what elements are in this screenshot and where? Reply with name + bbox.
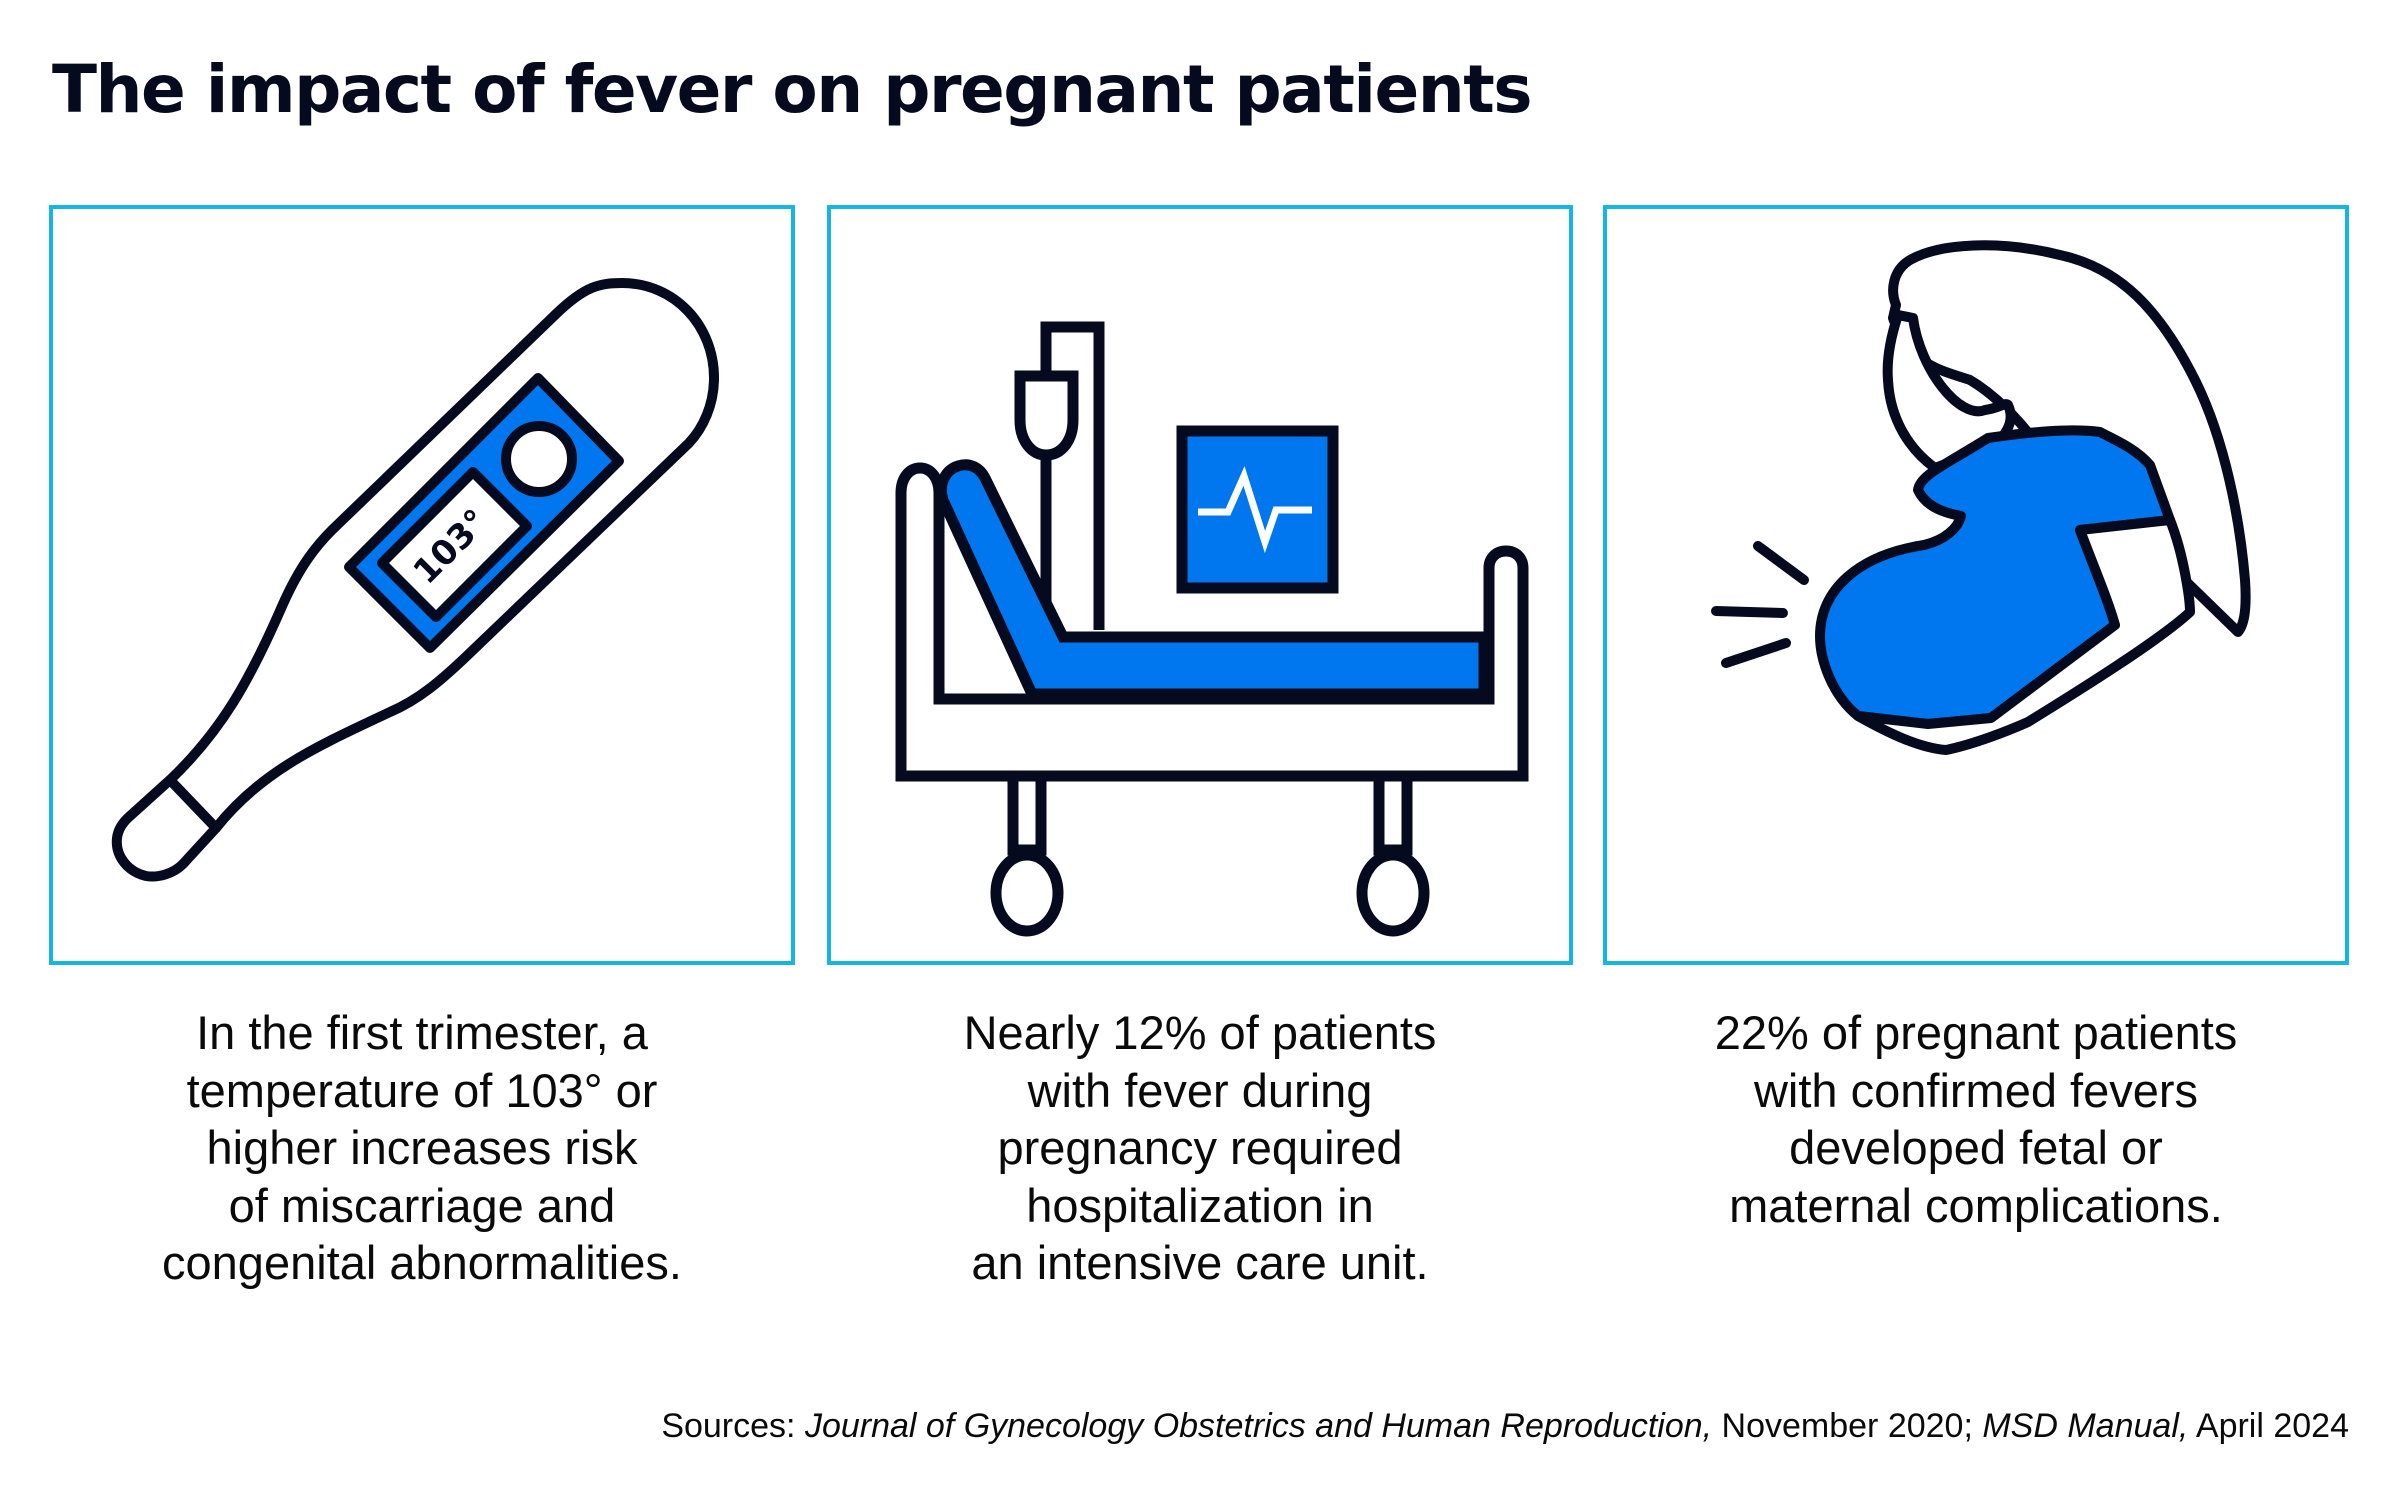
- panel-pregnant-woman: [1603, 205, 2349, 965]
- caption-line: In the first trimester, a: [196, 1006, 648, 1059]
- sources-footnote: Sources: Journal of Gynecology Obstetric…: [661, 1404, 2349, 1448]
- caption-line: temperature of 103° or: [186, 1063, 658, 1117]
- caption-complications: 22% of pregnant patients with confirmed …: [1603, 1004, 2349, 1234]
- source2-date: April 2024: [2188, 1407, 2349, 1445]
- caption-line: higher increases risk: [206, 1121, 638, 1174]
- caption-line: Nearly 12% of patients: [963, 1006, 1437, 1059]
- caption-line: 22% of pregnant patients: [1714, 1006, 2238, 1059]
- caption-first-trimester: In the first trimester, a temperature of…: [49, 1004, 795, 1292]
- caption-line: maternal complications.: [1729, 1178, 2223, 1232]
- source1-date: November 2020;: [1712, 1407, 1983, 1445]
- source1-title: Journal of Gynecology Obstetrics and Hum…: [804, 1407, 1713, 1445]
- source2-title: MSD Manual,: [1982, 1407, 2189, 1445]
- caption-line: with fever during: [1027, 1063, 1373, 1117]
- caption-line: developed fetal or: [1789, 1121, 2163, 1174]
- page-title: The impact of fever on pregnant patients: [52, 51, 1533, 128]
- caption-line: an intensive care unit.: [971, 1236, 1429, 1289]
- caption-line: hospitalization in: [1026, 1178, 1374, 1232]
- panel-thermometer: [49, 205, 795, 965]
- caption-hospitalization: Nearly 12% of patients with fever during…: [827, 1004, 1573, 1292]
- caption-line: of miscarriage and: [228, 1178, 616, 1232]
- panel-hospital-bed: [827, 205, 1573, 965]
- caption-line: pregnancy required: [997, 1121, 1403, 1174]
- caption-line: with confirmed fevers: [1753, 1063, 2199, 1117]
- sources-prefix: Sources:: [661, 1407, 805, 1445]
- caption-line: congenital abnormalities.: [162, 1236, 682, 1289]
